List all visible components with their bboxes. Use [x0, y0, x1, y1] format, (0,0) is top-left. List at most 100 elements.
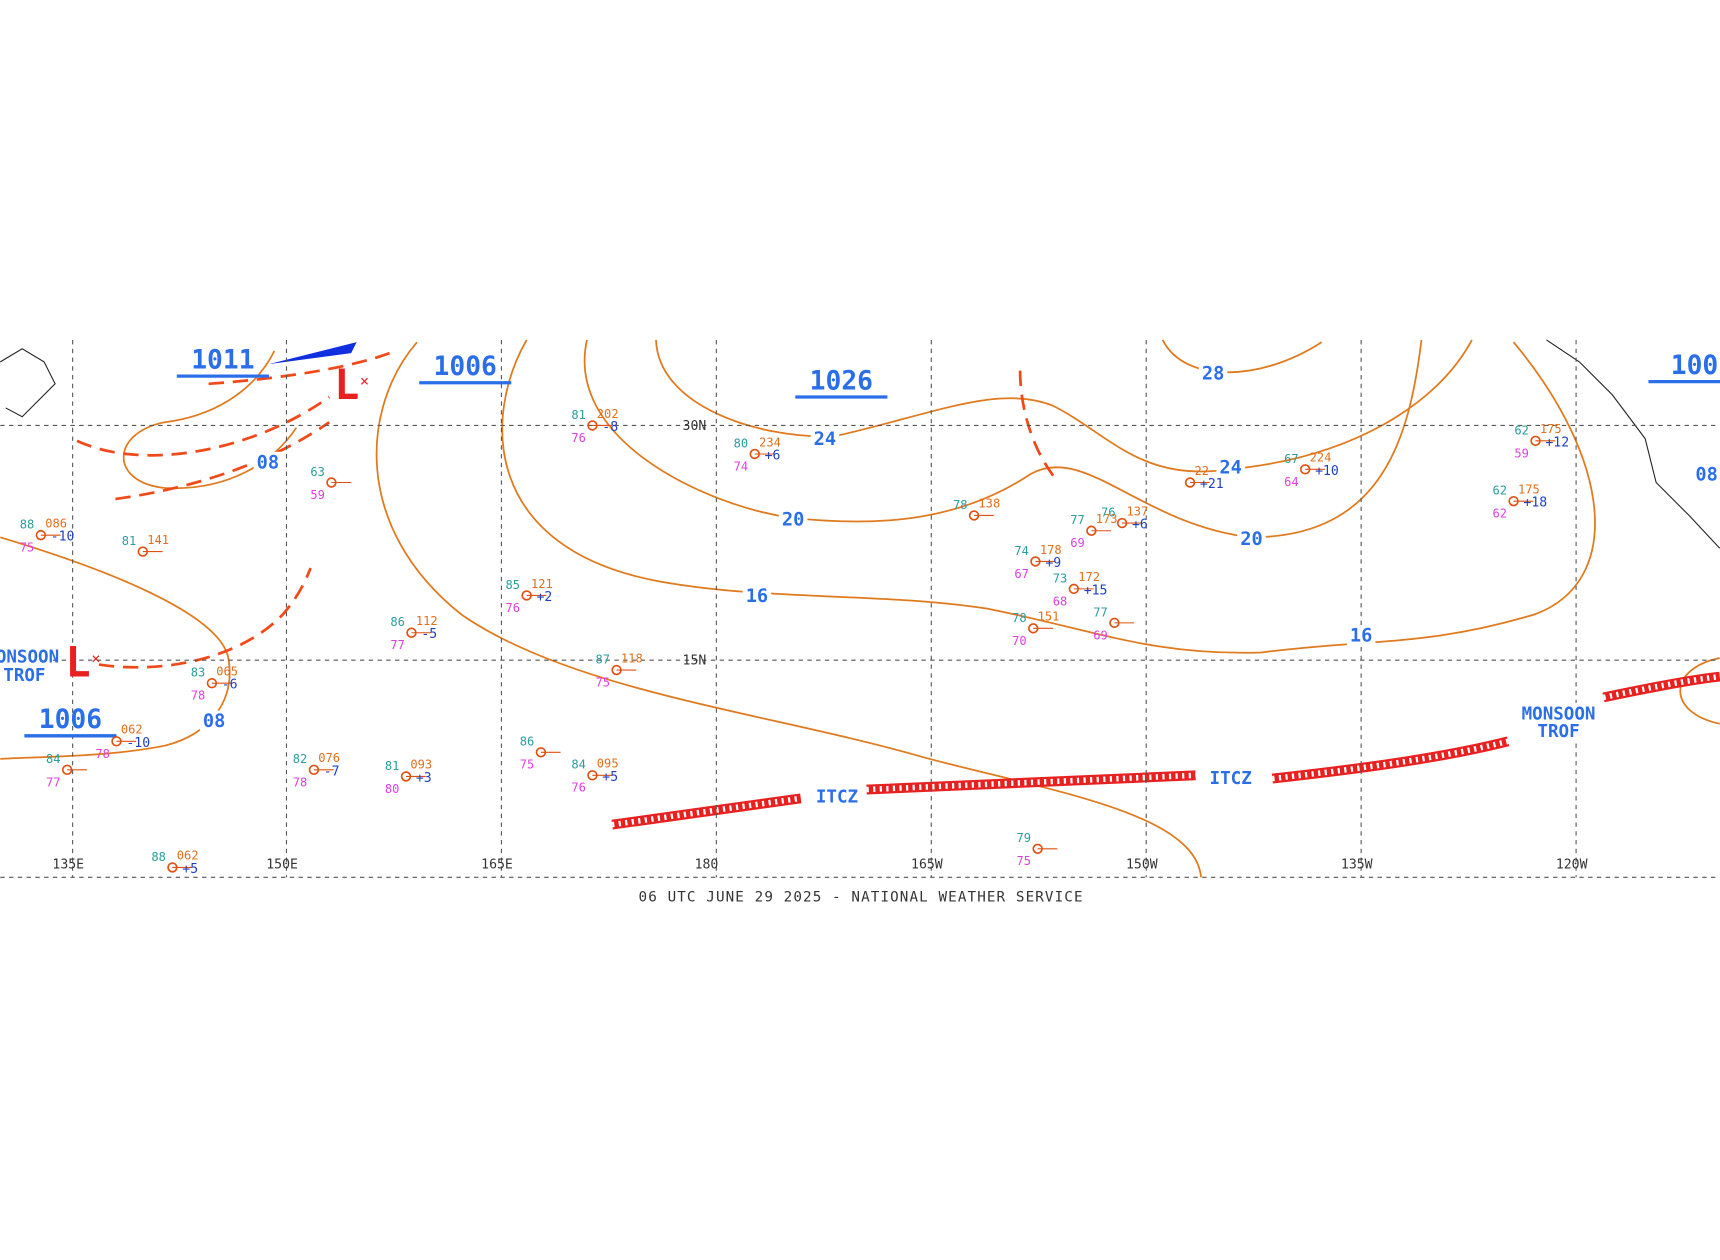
pressure-tendency: +3 [416, 771, 432, 786]
station: 86 112 77 -5 [390, 614, 437, 652]
dewpoint: 78 [95, 747, 110, 761]
pressure: 062 [177, 849, 199, 863]
pressure: 202 [597, 407, 619, 421]
low-x: × [360, 372, 369, 390]
station: 62 175 59 +12 [1514, 422, 1569, 460]
pressure: 172 [1078, 570, 1100, 584]
dewpoint: 77 [390, 638, 405, 652]
feature-label: TROF [1537, 722, 1579, 742]
isobar-label: 28 [1202, 363, 1224, 384]
temperature: 84 [571, 758, 586, 772]
pressure-tendency: -5 [421, 627, 437, 642]
station: 78 151 70 [1012, 610, 1059, 648]
lat-label: 15N [683, 654, 707, 669]
trough [115, 421, 331, 501]
isobar-label: 16 [746, 586, 768, 607]
lon-label: 135E [52, 858, 84, 873]
station: 88 062+5 [151, 849, 198, 877]
pressure: 065 [216, 665, 238, 679]
pressure: 093 [410, 758, 432, 772]
pressure-tendency: +21 [1200, 477, 1224, 492]
pressure-tendency: +18 [1523, 496, 1547, 511]
isobar [122, 350, 298, 490]
isobar-label: 24 [1219, 458, 1241, 479]
temperature: 62 [1492, 484, 1507, 498]
temperature: 81 [122, 534, 137, 548]
pressure-tendency: -7 [324, 764, 340, 779]
isobar-label: 08 [203, 711, 225, 732]
isobar-label-bg [1216, 457, 1245, 479]
temperature: 81 [571, 408, 586, 422]
station: 67 224 64 +10 [1284, 451, 1339, 489]
lon-label: 120W [1556, 858, 1588, 873]
trough [76, 395, 331, 457]
temperature: 77 [1070, 513, 1085, 527]
station: 73 172 68 +15 [1053, 570, 1108, 608]
low-x: × [91, 649, 100, 667]
station: 80 234 74 +6 [734, 435, 781, 473]
dewpoint: 59 [1514, 446, 1529, 460]
pressure-tendency: +10 [1315, 464, 1339, 479]
lon-label: 165W [911, 858, 943, 873]
dewpoint: 64 [1284, 475, 1299, 489]
station: 78 138 [953, 497, 1000, 521]
pressure-tendency: +5 [182, 862, 198, 877]
temperature: 88 [20, 518, 35, 532]
dewpoint: 70 [1012, 634, 1027, 648]
pressure: 234 [759, 435, 781, 449]
temperature: 73 [1053, 571, 1068, 585]
pressure: 175 [1518, 482, 1540, 496]
pressure: 175 [1540, 422, 1562, 436]
pressure-tendency: -6 [222, 678, 238, 693]
temperature: 80 [734, 436, 749, 450]
station: 86 75 [520, 735, 561, 772]
map-layer [0, 339, 1720, 878]
lon-label: 135W [1341, 858, 1373, 873]
dewpoint: 75 [1017, 854, 1032, 868]
feature-label-bg [0, 645, 49, 666]
feature-label: MONSOON [1522, 704, 1596, 724]
isobar-label: 08 [257, 452, 279, 473]
feature-label: ITCZ [1210, 769, 1252, 789]
station: 81 202 76 -8 [571, 407, 618, 445]
dewpoint: 74 [734, 459, 749, 473]
pressure-tendency: -10 [126, 736, 150, 751]
pressure: 118 [621, 651, 643, 665]
station: 87 118 75 [595, 651, 642, 689]
pressure-center: 1026 [810, 366, 873, 396]
isobar-label-bg [1237, 528, 1266, 550]
dewpoint: 76 [571, 781, 586, 795]
station: 84 095 76 +5 [571, 757, 618, 795]
isobar-label-bg [1692, 463, 1720, 485]
dewpoint: 62 [1492, 507, 1507, 521]
station: 74 178 67 +9 [1014, 543, 1061, 581]
isobar-label-bg [1198, 362, 1228, 384]
isobar [501, 339, 1596, 654]
station: 88 086 75 -10 [20, 516, 75, 554]
dewpoint: 75 [20, 541, 35, 555]
isobar-label-bg [742, 585, 772, 607]
isobar [1161, 339, 1323, 374]
temperature: 63 [310, 465, 325, 479]
pressure: 224 [1310, 451, 1332, 465]
dewpoint: 78 [293, 775, 308, 789]
isobar [0, 536, 231, 760]
feature-label: MONSOON [0, 647, 59, 667]
pressure-tendency: +5 [602, 770, 618, 785]
dewpoint: 68 [1053, 594, 1068, 608]
isobar-label-bg [199, 710, 229, 732]
pressure-tendency: +9 [1045, 556, 1061, 571]
station: 062 78 -10 [95, 723, 150, 761]
lon-label: 165E [481, 858, 513, 873]
pressure: 151 [1038, 610, 1060, 624]
station: 85 121 76 +2 [506, 577, 553, 615]
station: 83 065 78 -6 [191, 665, 238, 703]
dewpoint: 75 [595, 675, 610, 689]
station: 62 175 62 +18 [1492, 482, 1547, 520]
temperature: 87 [595, 652, 610, 666]
temperature: 79 [1017, 831, 1032, 845]
station: 77 173 69 [1070, 512, 1117, 550]
temperature: 85 [506, 578, 521, 592]
isobar [1679, 657, 1720, 725]
